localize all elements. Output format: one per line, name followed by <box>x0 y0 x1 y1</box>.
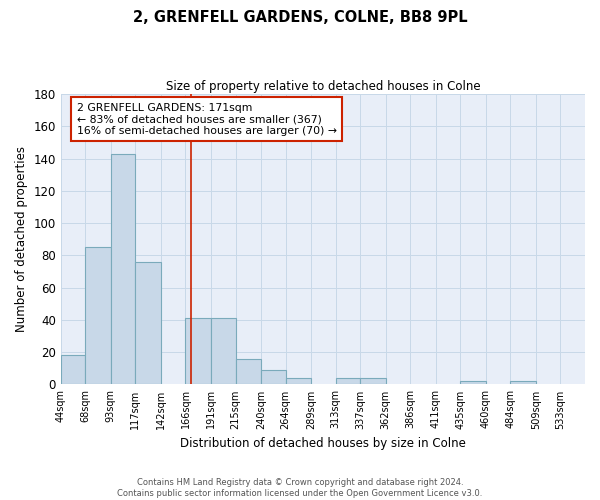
Text: 2 GRENFELL GARDENS: 171sqm
← 83% of detached houses are smaller (367)
16% of sem: 2 GRENFELL GARDENS: 171sqm ← 83% of deta… <box>77 103 337 136</box>
X-axis label: Distribution of detached houses by size in Colne: Distribution of detached houses by size … <box>180 437 466 450</box>
Bar <box>261 370 286 384</box>
Bar <box>236 358 261 384</box>
Bar <box>460 381 486 384</box>
Bar <box>185 318 211 384</box>
Bar <box>136 262 161 384</box>
Bar <box>211 318 236 384</box>
Text: 2, GRENFELL GARDENS, COLNE, BB8 9PL: 2, GRENFELL GARDENS, COLNE, BB8 9PL <box>133 10 467 25</box>
Bar <box>61 356 85 384</box>
Text: Contains HM Land Registry data © Crown copyright and database right 2024.
Contai: Contains HM Land Registry data © Crown c… <box>118 478 482 498</box>
Bar <box>85 248 111 384</box>
Bar <box>111 154 136 384</box>
Bar <box>511 381 536 384</box>
Y-axis label: Number of detached properties: Number of detached properties <box>15 146 28 332</box>
Bar <box>360 378 386 384</box>
Title: Size of property relative to detached houses in Colne: Size of property relative to detached ho… <box>166 80 480 93</box>
Bar <box>286 378 311 384</box>
Bar <box>335 378 360 384</box>
